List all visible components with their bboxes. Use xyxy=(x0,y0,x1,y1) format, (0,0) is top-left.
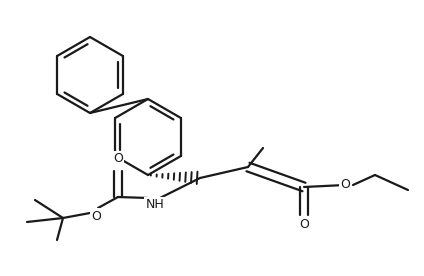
Text: O: O xyxy=(299,219,309,232)
Text: NH: NH xyxy=(145,198,165,211)
Text: O: O xyxy=(91,209,101,222)
Text: O: O xyxy=(113,153,123,166)
Text: O: O xyxy=(340,179,350,192)
